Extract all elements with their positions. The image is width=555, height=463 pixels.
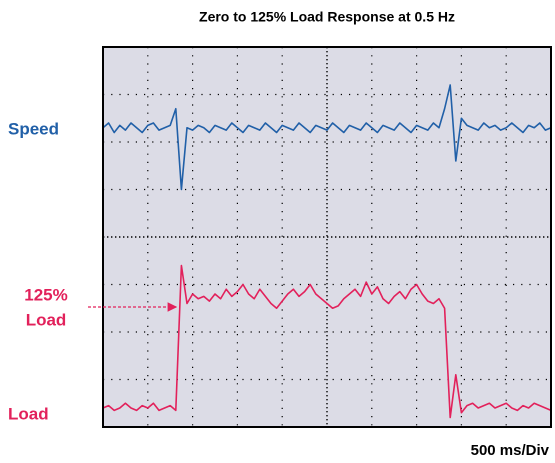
legend-label: Load [8, 404, 49, 423]
trace [102, 264, 552, 419]
chart-title: Zero to 125% Load Response at 0.5 Hz [199, 9, 455, 25]
x-axis-label: 500 ms/Div [471, 442, 550, 459]
plot-border [102, 46, 552, 428]
traces [102, 84, 552, 419]
annotation: 125% [24, 285, 67, 304]
annotation: Load [26, 310, 67, 329]
trace [102, 84, 552, 191]
legend-label: Speed [8, 119, 59, 138]
